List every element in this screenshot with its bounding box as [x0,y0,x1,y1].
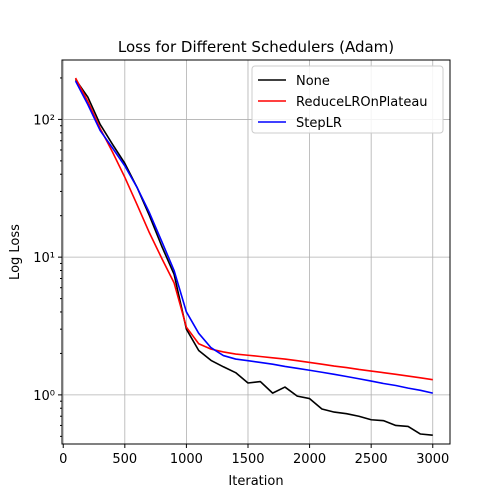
series-line-reducelronplateau [74,77,433,381]
legend-label-reducelronplateau: ReduceLROnPlateau [296,95,428,110]
x-tick-label: 2500 [355,452,388,467]
y-tick-label: 10² [33,113,55,128]
series-line-steplr [74,80,433,394]
y-axis-label: Log Loss [8,224,23,280]
x-axis-label: Iteration [228,474,283,489]
legend-label-none: None [296,74,330,89]
x-tick-label: 1000 [170,452,203,467]
x-tick-label: 2000 [293,452,326,467]
x-axis-ticks: 0 500 1000 1500 2000 2500 3000 [59,444,449,467]
y-tick-label: 10¹ [33,251,55,266]
series-layer [74,77,433,436]
plot-frame [61,59,451,445]
x-tick-label: 3000 [416,452,449,467]
chart-title: Loss for Different Schedulers (Adam) [118,38,394,56]
legend: None ReduceLROnPlateau StepLR [251,65,444,134]
x-tick-label: 500 [112,452,137,467]
y-axis-ticks: 10⁰ 10¹ 10² [33,77,62,437]
legend-box [251,65,444,134]
y-tick-label: 10⁰ [33,389,55,404]
x-tick-label: 0 [59,452,67,467]
x-tick-label: 1500 [231,452,264,467]
legend-label-steplr: StepLR [296,116,342,131]
